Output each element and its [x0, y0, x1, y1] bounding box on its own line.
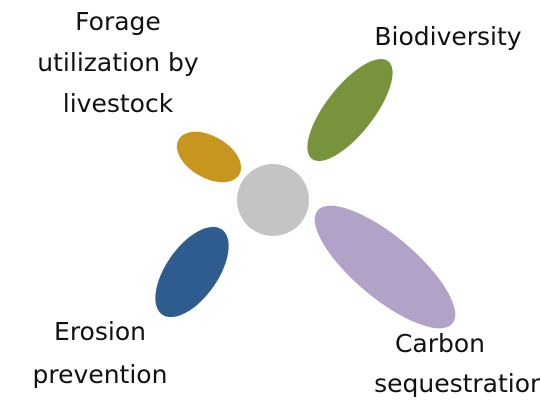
erosion-petal: [155, 226, 229, 318]
node-label: livestock: [63, 89, 174, 118]
biodiversity-petal: [307, 58, 393, 162]
node-label: sequestration: [374, 369, 540, 398]
node-label: Carbon: [395, 329, 485, 358]
node-label: Forage: [75, 7, 161, 36]
node-label: prevention: [33, 360, 168, 389]
node-label: Erosion: [54, 317, 146, 346]
center-circle: [237, 164, 309, 236]
node-label: Biodiversity: [374, 22, 521, 51]
node-label: utilization by: [37, 48, 199, 77]
carbon-petal: [314, 205, 456, 329]
forage-petal: [176, 131, 242, 183]
